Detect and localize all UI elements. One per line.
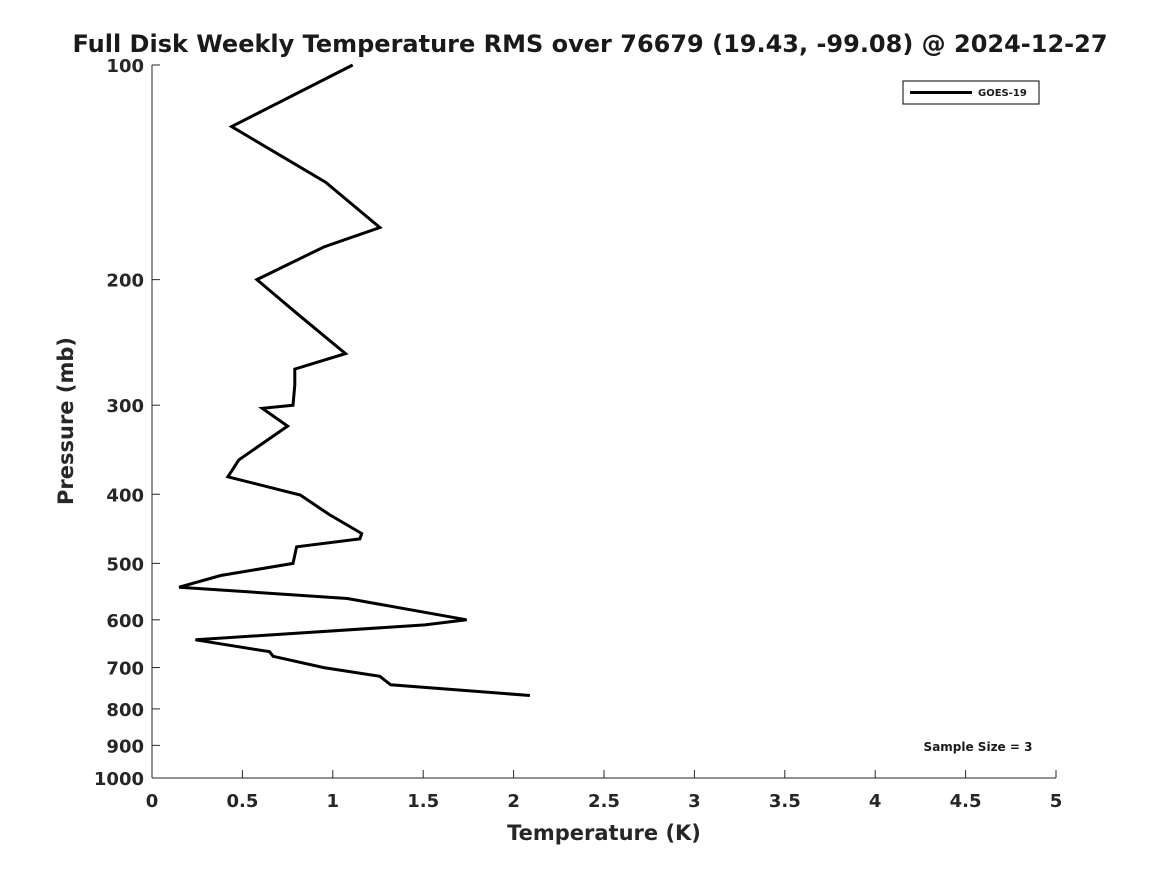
x-tick-label: 3 bbox=[688, 791, 701, 812]
x-tick-label: 4.5 bbox=[950, 791, 982, 812]
y-tick-label: 900 bbox=[106, 736, 144, 757]
x-tick-label: 1.5 bbox=[407, 791, 439, 812]
y-axis-label: Pressure (mb) bbox=[54, 337, 78, 505]
chart-title: Full Disk Weekly Temperature RMS over 76… bbox=[72, 30, 1107, 58]
series-group bbox=[178, 63, 531, 697]
y-tick-label: 700 bbox=[106, 659, 144, 680]
ticks: 0 0.5 1 1.5 2 2.5 3 3.5 4 4.5 5 100 200 300 400 500 600 7… bbox=[94, 56, 1062, 812]
x-tick-label: 2 bbox=[507, 791, 520, 812]
series-line-goes-19 bbox=[178, 63, 531, 697]
legend: GOES-19 bbox=[902, 80, 1040, 105]
y-tick-label: 600 bbox=[106, 611, 144, 632]
axes bbox=[151, 65, 1056, 779]
x-tick-label: 4 bbox=[869, 791, 882, 812]
y-tick-label: 300 bbox=[106, 396, 144, 417]
legend-label-goes-19: GOES-19 bbox=[978, 88, 1027, 99]
y-tick-label: 800 bbox=[106, 700, 144, 721]
x-axis-label: Temperature (K) bbox=[507, 821, 701, 845]
x-tick-label: 1 bbox=[327, 791, 340, 812]
x-tick-label: 0 bbox=[146, 791, 159, 812]
sample-size-annotation: Sample Size = 3 bbox=[924, 740, 1033, 754]
y-tick-label: 100 bbox=[106, 56, 144, 77]
x-tick-label: 2.5 bbox=[588, 791, 620, 812]
y-tick-label: 500 bbox=[106, 554, 144, 575]
y-tick-label: 1000 bbox=[94, 769, 144, 790]
x-tick-label: 3.5 bbox=[769, 791, 801, 812]
y-tick-label: 200 bbox=[106, 271, 144, 292]
x-tick-label: 5 bbox=[1050, 791, 1063, 812]
y-tick-label: 400 bbox=[106, 485, 144, 506]
x-tick-label: 0.5 bbox=[226, 791, 258, 812]
